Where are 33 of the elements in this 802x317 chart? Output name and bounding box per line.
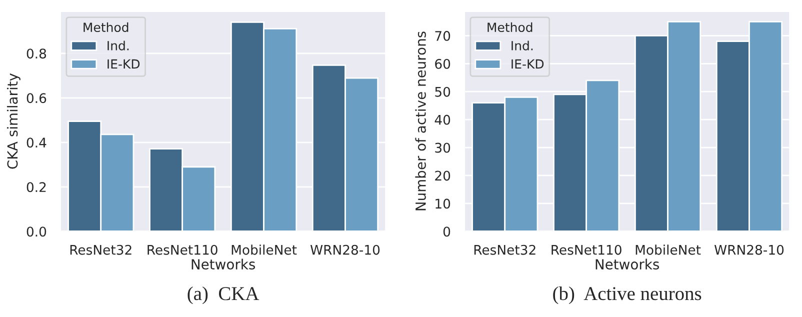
y-tick-label: 50	[435, 86, 450, 97]
text: (a) CKA	[188, 286, 260, 304]
y-tick-label: 60	[435, 58, 450, 69]
y-tick-label: 20	[435, 170, 450, 181]
legend-title: Method	[488, 22, 532, 32]
y-tick-label: 70	[435, 30, 450, 41]
x-tick-label: WRN28-10	[714, 244, 784, 255]
y-axis-title: CKA similarity	[6, 73, 20, 169]
y-tick-label: 30	[435, 142, 450, 153]
legend-label: Ind.	[512, 40, 533, 50]
y-tick-label: 10	[436, 198, 450, 209]
legend-label: IE-KD	[512, 59, 544, 69]
x-tick-label: ResNet110	[148, 244, 218, 255]
x-tick-label: WRN28-10	[310, 244, 380, 255]
x-axis-title: Networks	[596, 258, 659, 270]
x-tick-label: MobileNet	[232, 244, 297, 255]
x-tick-label: MobileNet	[636, 244, 701, 255]
text: (b) Active neurons	[553, 286, 702, 304]
y-axis-title: Number of active neurons	[415, 32, 426, 210]
legend-label: Ind.	[108, 40, 129, 50]
y-tick-label: 40	[434, 114, 450, 125]
legend-title: Method	[84, 22, 128, 32]
x-tick-label: ResNet32	[70, 244, 132, 255]
y-tick-label: 0.0	[26, 226, 46, 237]
legend-label: IE-KD	[108, 59, 140, 69]
x-axis-title: Networks	[192, 258, 255, 270]
x-tick-label: ResNet110	[552, 244, 622, 255]
y-tick-label: 0.4	[26, 138, 46, 148]
y-tick-label: 0.6	[26, 93, 46, 104]
y-tick-label: 0.8	[26, 48, 46, 59]
y-tick-label: 0.2	[26, 182, 46, 192]
y-tick-label: 0	[443, 226, 450, 237]
x-tick-label: ResNet32	[474, 244, 536, 255]
